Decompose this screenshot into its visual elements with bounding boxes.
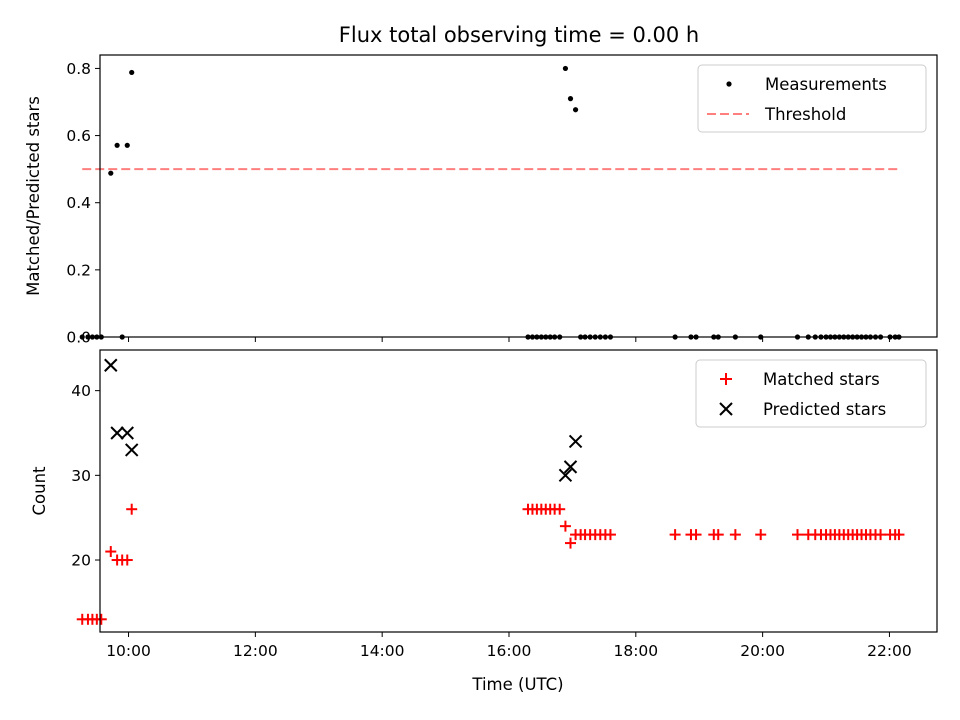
legend-predicted-marker (719, 402, 733, 416)
predicted-stars-point (124, 443, 139, 457)
matched-stars-point (792, 529, 803, 541)
predicted-stars-point (110, 426, 124, 440)
matched-stars-point (690, 529, 702, 541)
bottom-plot-area (76, 358, 905, 625)
predicted-stars-point (568, 434, 583, 449)
legend-matched-marker (720, 373, 732, 385)
measurements-point (562, 65, 569, 72)
matched-stars-point (875, 529, 887, 541)
top-y-axis-label: Matched/Predicted stars (24, 96, 43, 296)
legend-threshold-label: Threshold (764, 105, 846, 124)
bottom-legend: Matched stars Predicted stars (695, 359, 927, 428)
bottom-y-tick-label: 20 (71, 552, 91, 570)
matched-stars-point (121, 554, 133, 566)
bottom-x-tick-label: 16:00 (487, 642, 532, 660)
matched-stars-point (712, 529, 724, 541)
bottom-x-tick-label: 18:00 (613, 642, 658, 660)
top-y-tick-label: 0.8 (66, 60, 91, 78)
matched-stars-point (554, 503, 566, 515)
measurements-point (572, 107, 579, 113)
matched-stars-point (95, 613, 107, 625)
matched-stars-point (126, 503, 138, 515)
predicted-stars-point (120, 426, 134, 440)
predicted-stars-point (104, 358, 118, 372)
predicted-stars-point (558, 468, 573, 483)
measurements-point (79, 334, 85, 340)
top-panel: 0.00.20.40.60.8 Matched/Predicted stars … (24, 54, 938, 347)
bottom-axes-frame (99, 349, 938, 633)
bottom-x-tick-label: 10:00 (106, 642, 151, 660)
matched-stars-point (604, 529, 616, 541)
top-x-axis (128, 337, 890, 342)
bottom-panel: 20 30 40 10:00 12:00 14:00 16:00 18:00 20:00 22:… (30, 349, 938, 694)
legend-measurements-label: Measurements (765, 75, 887, 94)
matched-stars-point (669, 529, 681, 541)
bottom-y-axis: 20 30 40 (71, 382, 100, 570)
chart-title: Flux total observing time = 0.00 h (339, 23, 699, 47)
predicted-stars-point (563, 460, 578, 474)
measurements-point (108, 170, 114, 176)
bottom-x-tick-label: 20:00 (740, 642, 785, 660)
matched-stars-point (105, 546, 117, 558)
bottom-legend-box (695, 359, 927, 428)
top-plot-area (79, 65, 902, 340)
top-axes-frame (99, 54, 938, 338)
measurements-point (114, 142, 120, 148)
matched-stars-point (893, 529, 905, 541)
bottom-y-axis-label: Count (30, 466, 49, 516)
legend-predicted-label: Predicted stars (763, 400, 886, 419)
measurements-point (89, 334, 95, 340)
measurements-point (567, 96, 574, 102)
top-legend: Measurements Threshold (697, 64, 927, 133)
top-legend-box (697, 64, 927, 133)
measurements-point (85, 334, 91, 340)
bottom-x-axis: 10:00 12:00 14:00 16:00 18:00 20:00 22:00 (106, 632, 912, 660)
matched-stars-point (729, 529, 741, 541)
bottom-y-tick-label: 40 (71, 382, 91, 400)
top-y-axis: 0.0 0.2 0.4 0.6 0.8 (66, 60, 100, 347)
measurements-point (129, 69, 135, 76)
bottom-y-tick-label: 30 (71, 467, 91, 485)
x-axis-label: Time (UTC) (471, 675, 563, 694)
bottom-x-tick-label: 14:00 (360, 642, 405, 660)
top-y-tick-label: 0.6 (66, 127, 91, 145)
matched-stars-point (564, 537, 576, 549)
matched-stars-point (559, 520, 571, 532)
matched-stars-point (755, 529, 767, 541)
bottom-x-tick-label: 22:00 (867, 642, 912, 660)
legend-measurements-marker (726, 81, 732, 87)
top-y-tick-label: 0.4 (66, 194, 91, 212)
legend-matched-label: Matched stars (763, 370, 880, 389)
measurements-point (124, 142, 130, 148)
top-y-tick-label: 0.2 (66, 261, 91, 279)
top-y-tick-label: 0.0 (66, 329, 91, 347)
bottom-x-tick-label: 12:00 (233, 642, 278, 660)
